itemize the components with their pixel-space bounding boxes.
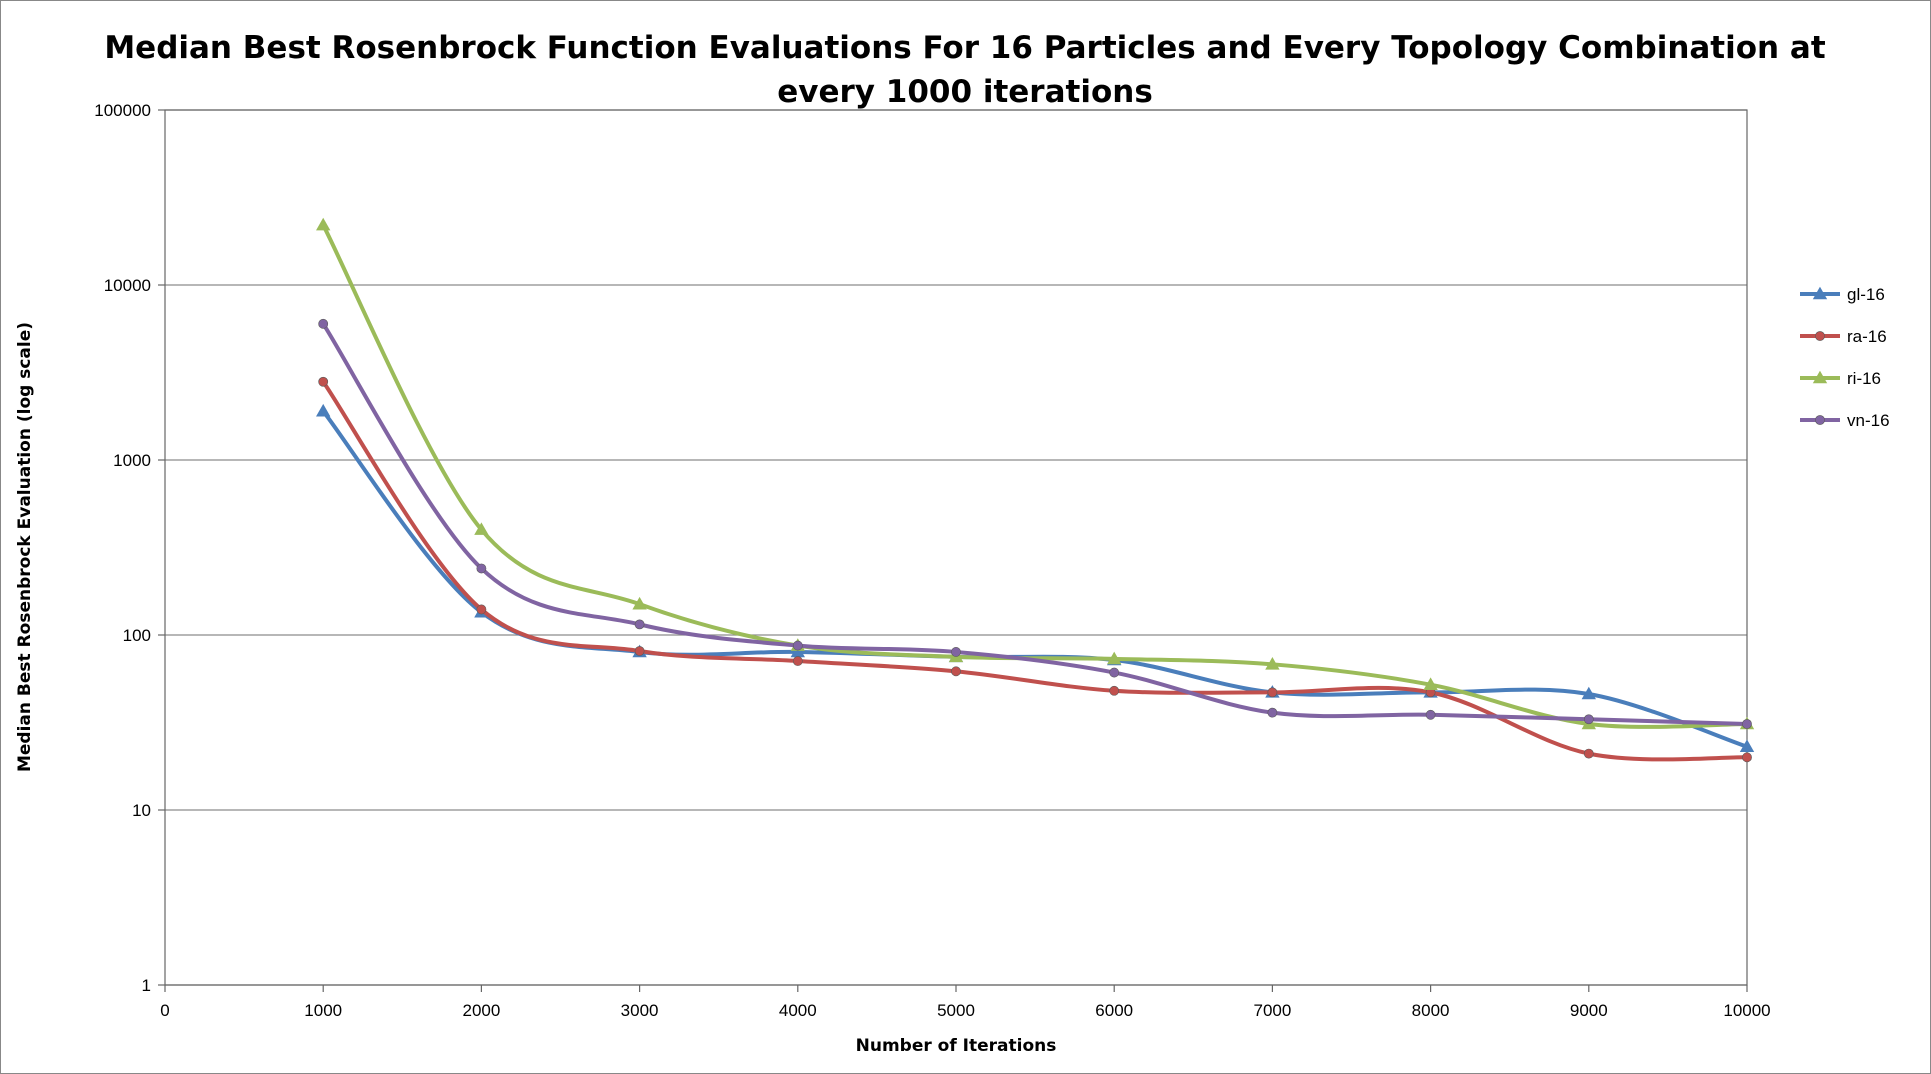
data-point-gl-16 [1581, 686, 1596, 700]
x-tick-label: 9000 [1570, 1001, 1608, 1020]
x-tick-label: 5000 [937, 1001, 975, 1020]
data-point-vn-16 [318, 318, 329, 329]
data-point-ra-16 [634, 646, 645, 656]
y-tick-label: 10 [132, 801, 151, 820]
legend-marker-gl-16 [1812, 286, 1828, 300]
data-point-ra-16 [1583, 748, 1594, 759]
x-tick-label: 3000 [621, 1001, 659, 1020]
y-tick-label: 100 [123, 626, 151, 645]
legend-entry-gl-16: gl-16 [1800, 285, 1885, 304]
data-point-vn-16 [1425, 709, 1436, 720]
x-tick-label: 8000 [1412, 1001, 1450, 1020]
y-axis-label: Median Best Rosenbrock Evaluation (log s… [15, 322, 35, 772]
y-tick-label: 1 [142, 976, 151, 995]
legend-label-vn-16: vn-16 [1847, 411, 1890, 430]
data-point-ri-16 [1265, 657, 1280, 670]
series-line-vn-16 [321, 321, 1749, 727]
chart-title-line-1: Median Best Rosenbrock Function Evaluati… [104, 30, 1825, 66]
data-point-gl-16 [1739, 739, 1755, 752]
data-point-ra-16 [476, 604, 487, 615]
data-point-ri-16 [316, 217, 331, 231]
data-point-vn-16 [951, 647, 961, 657]
data-point-ra-16 [1109, 685, 1120, 696]
data-point-vn-16 [476, 563, 487, 574]
y-tick-label: 100000 [94, 101, 151, 120]
series-line-ra-16 [321, 379, 1749, 762]
data-point-ra-16 [951, 666, 961, 677]
x-tick-label: 6000 [1095, 1001, 1133, 1020]
data-point-gl-16 [316, 403, 331, 417]
data-point-vn-16 [1109, 667, 1120, 678]
data-point-ra-16 [1267, 687, 1278, 698]
x-tick-label: 10000 [1723, 1001, 1770, 1020]
data-point-vn-16 [1583, 714, 1594, 725]
series-vn-16 [318, 318, 1752, 729]
x-tick-label: 1000 [304, 1001, 342, 1020]
data-point-vn-16 [1267, 707, 1278, 718]
chart-title-line-2: every 1000 iterations [777, 74, 1153, 110]
legend-marker-ra-16 [1815, 331, 1825, 341]
legend-marker-ri-16 [1812, 370, 1828, 384]
x-axis-ticks: 0 1000 2000 3000 4000 5000 6000 7000 8000 9000 100… [160, 985, 1771, 1020]
legend-label-ri-16: ri-16 [1847, 369, 1881, 388]
data-point-vn-16 [634, 619, 645, 630]
y-tick-label: 1000 [113, 451, 151, 470]
series-ra-16 [318, 376, 1752, 763]
series-layer [316, 217, 1755, 763]
data-point-ra-16 [792, 656, 803, 666]
legend-entry-ra-16: ra-16 [1800, 327, 1887, 346]
x-tick-label: 2000 [462, 1001, 500, 1020]
legend-entry-ri-16: ri-16 [1800, 369, 1881, 388]
data-point-vn-16 [792, 640, 803, 651]
legend: gl-16 ra-16 ri-16 vn-16 [1800, 285, 1890, 430]
data-point-vn-16 [1742, 719, 1752, 729]
data-point-ri-16 [1107, 651, 1122, 665]
x-tick-label: 4000 [779, 1001, 817, 1020]
data-point-ri-16 [632, 596, 647, 610]
series-line-ri-16 [321, 223, 1749, 729]
x-tick-label: 0 [160, 1001, 169, 1020]
y-tick-label: 10000 [104, 276, 151, 295]
legend-marker-vn-16 [1815, 415, 1825, 425]
legend-label-gl-16: gl-16 [1847, 285, 1885, 304]
data-point-ri-16 [474, 522, 489, 535]
legend-entry-vn-16: vn-16 [1800, 411, 1890, 430]
y-axis-ticks: 1 10 100 1000 10000 100000 [94, 101, 165, 995]
data-point-ra-16 [318, 376, 329, 387]
data-point-ri-16 [1423, 677, 1438, 690]
data-point-ra-16 [1742, 752, 1752, 763]
x-tick-label: 7000 [1253, 1001, 1291, 1020]
legend-label-ra-16: ra-16 [1847, 327, 1887, 346]
x-axis-label: Number of Iterations [856, 1036, 1057, 1056]
